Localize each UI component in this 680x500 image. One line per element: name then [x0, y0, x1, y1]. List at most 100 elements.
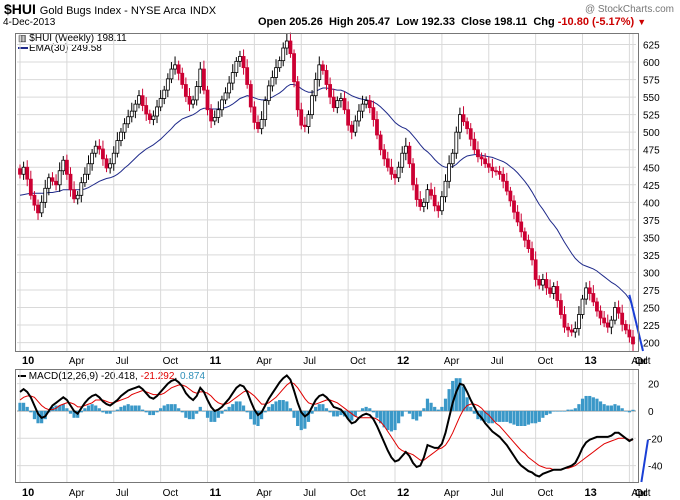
- histogram-bar: [259, 410, 264, 420]
- candle-body: [97, 145, 102, 150]
- candle-body: [83, 173, 87, 184]
- candle-body: [530, 248, 534, 261]
- x-tick-label: Jul: [491, 488, 504, 499]
- histogram-bar: [65, 408, 69, 411]
- candle-body: [187, 96, 192, 105]
- histogram-bar: [115, 409, 119, 411]
- macd-x-axis: 10 Apr Jul Oct 11 Apr Jul Oct 12 Apr Jul Oct 13 AprJu…: [22, 487, 651, 499]
- candle-body: [270, 77, 275, 87]
- candle-body: [468, 128, 473, 140]
- x-tick-label: Oct: [538, 488, 554, 499]
- histogram-bar: [285, 401, 289, 411]
- x-tick-label: Oct: [350, 356, 366, 367]
- histogram-bar: [209, 410, 213, 422]
- histogram-bar: [624, 410, 628, 412]
- candle-body: [458, 114, 462, 133]
- candle-body: [75, 194, 80, 200]
- candle-body: [165, 78, 170, 91]
- candle-body: [418, 199, 423, 207]
- candle-body: [450, 152, 455, 165]
- histogram-bar: [584, 395, 588, 411]
- candle-body: [277, 60, 282, 69]
- candle-body: [558, 300, 563, 315]
- candle-body: [241, 56, 246, 69]
- histogram-bar: [555, 410, 559, 412]
- exchange: INDX: [189, 5, 217, 17]
- histogram-bar: [573, 408, 577, 411]
- histogram-bar: [616, 405, 621, 411]
- candle-body: [238, 56, 242, 62]
- histogram-bar: [577, 404, 581, 411]
- histogram-bar: [191, 410, 195, 420]
- histogram-bar: [90, 404, 94, 411]
- chart-title: $HUI Gold Bugs Index - NYSE Arca INDX: [4, 2, 217, 17]
- histogram-bar: [631, 409, 635, 411]
- candle-body: [508, 190, 513, 202]
- candle-body: [537, 279, 542, 286]
- candle-body: [573, 328, 578, 333]
- histogram-bar: [516, 410, 520, 426]
- watermark: @ StockCharts.com: [584, 4, 674, 15]
- price-y-tick-label: 550: [643, 93, 660, 104]
- x-tick-label: Oct: [635, 356, 651, 367]
- signal-line: [19, 381, 634, 471]
- candle-body: [288, 40, 293, 55]
- candle-body: [497, 171, 502, 175]
- candle-body: [349, 124, 354, 133]
- price-trendline-segment: [628, 294, 644, 352]
- close-value: 198.11: [494, 16, 528, 28]
- candle-body: [263, 100, 268, 120]
- histogram-bar: [241, 405, 246, 411]
- candle-body: [346, 109, 351, 126]
- candle-body: [421, 201, 426, 207]
- ema-line: [19, 84, 634, 308]
- histogram-bar: [72, 410, 76, 418]
- histogram-bar: [404, 410, 408, 412]
- histogram-bar: [350, 410, 354, 421]
- price-y-tick-label: 625: [643, 41, 660, 52]
- candle-body: [407, 145, 412, 165]
- histogram-bar: [296, 410, 300, 426]
- histogram-bar: [94, 405, 98, 411]
- candle-icon: ▥: [18, 33, 27, 43]
- candle-body: [378, 134, 383, 151]
- histogram-bar: [483, 410, 487, 422]
- histogram-bar: [393, 410, 397, 431]
- price-y-tick-label: 350: [643, 233, 660, 244]
- candle-body: [598, 310, 603, 319]
- candle-body: [36, 204, 40, 214]
- histogram-bar: [425, 398, 430, 411]
- histogram-bar: [36, 410, 40, 424]
- histogram-bar: [465, 397, 469, 411]
- candle-body: [324, 70, 329, 85]
- histogram-bar: [130, 405, 134, 411]
- histogram-bar: [534, 410, 538, 424]
- histogram-bar: [368, 408, 372, 411]
- candle-body: [155, 106, 159, 117]
- candle-body: [266, 85, 271, 102]
- histogram-bar: [602, 404, 606, 411]
- candle-body: [256, 121, 260, 130]
- price-x-axis: 10 Apr Jul Oct 11 Apr Jul Oct 12 Apr Jul Oct 13 AprJu…: [22, 355, 651, 367]
- histogram-bar: [508, 410, 512, 424]
- ema-polyline: [19, 84, 634, 308]
- candle-body: [515, 211, 520, 223]
- histogram-bar: [324, 408, 329, 411]
- histogram-bar: [562, 410, 567, 412]
- x-tick-label: 13: [585, 355, 597, 367]
- histogram-bar: [151, 410, 156, 416]
- histogram-bar: [141, 409, 145, 411]
- histogram-bar: [451, 380, 455, 411]
- histogram-bar: [339, 410, 343, 416]
- histogram-bar: [613, 404, 617, 411]
- histogram-bar: [411, 410, 415, 420]
- histogram-bar: [263, 410, 267, 413]
- macd-trendline: [640, 439, 649, 483]
- candle-body: [540, 279, 545, 286]
- histogram-bar: [328, 410, 332, 413]
- candle-body: [158, 98, 163, 108]
- ema-legend: EMA(30) 249.58: [18, 43, 102, 55]
- candle-body: [39, 201, 44, 214]
- candle-body: [443, 180, 448, 198]
- histogram-bar: [177, 408, 181, 411]
